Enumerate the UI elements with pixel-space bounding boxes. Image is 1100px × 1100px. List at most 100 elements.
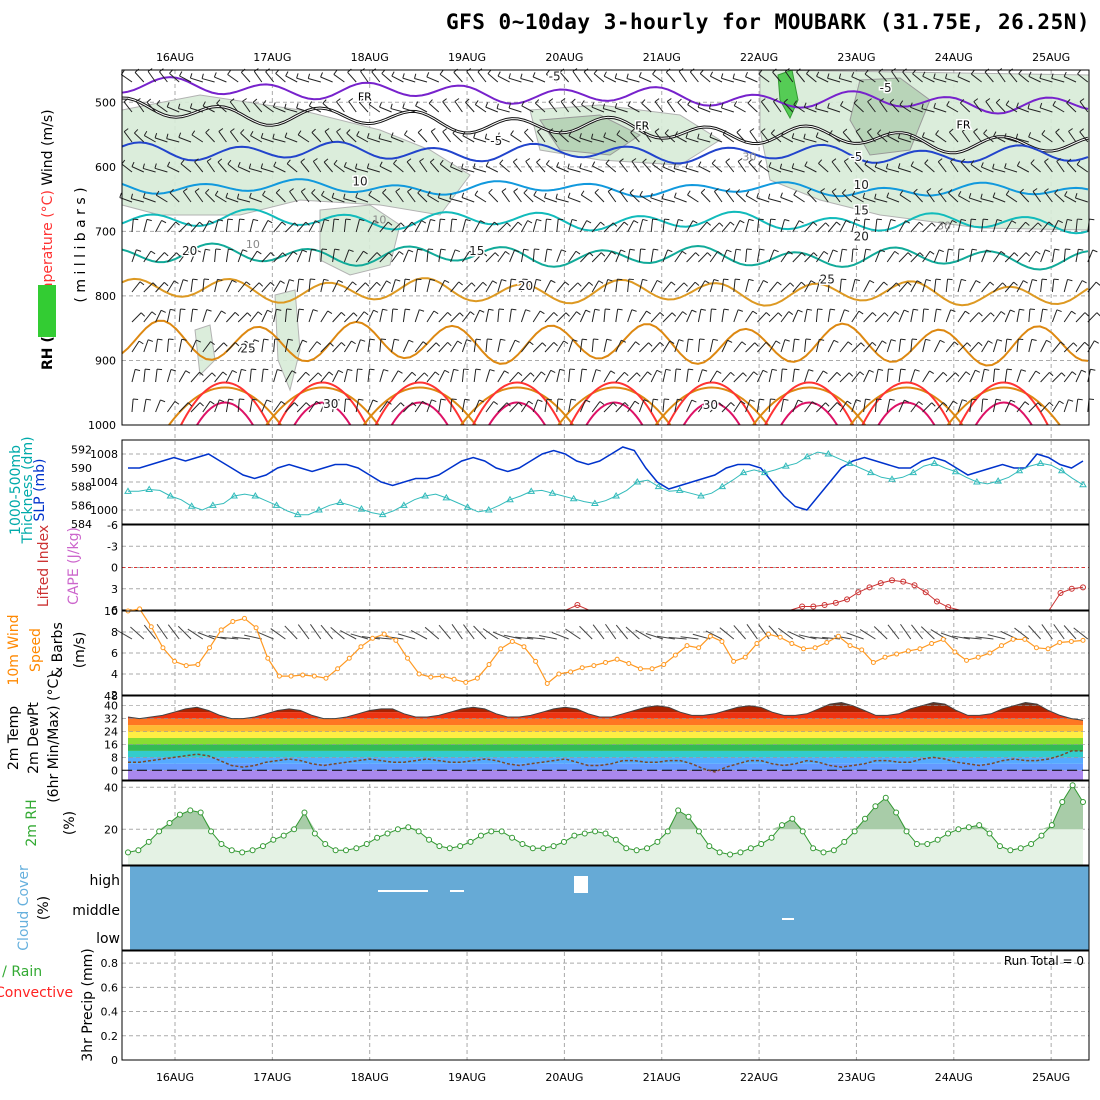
wind-barb xyxy=(393,163,404,173)
wind-barb-flag xyxy=(142,192,146,198)
wind-barb-flag xyxy=(748,218,754,222)
wind-barb xyxy=(867,131,876,143)
wind-barb-flag xyxy=(237,161,241,167)
wind-barb-flag xyxy=(395,279,401,282)
ylabel-part: 10m Wind xyxy=(6,614,22,685)
wind-barb-flag xyxy=(726,249,732,253)
wind-barb xyxy=(343,198,357,203)
wind-barb-flag xyxy=(368,100,373,105)
wind-barb-flag xyxy=(591,102,595,108)
wind-barb-flag xyxy=(213,72,217,78)
wind-barb xyxy=(910,252,921,263)
wind-barb xyxy=(178,370,187,383)
rh2m-marker xyxy=(955,826,962,833)
wind-barb xyxy=(261,310,268,323)
wind-barb-flag xyxy=(305,221,310,226)
wind-barb-flag xyxy=(737,158,743,162)
thickness-marker xyxy=(739,468,748,476)
wind-barb-flag xyxy=(353,312,358,317)
wind-barb-flag xyxy=(239,218,245,221)
wind-barb xyxy=(131,369,136,383)
wind-barb xyxy=(674,399,678,413)
wind-barb xyxy=(156,103,168,113)
wind-barb xyxy=(981,369,985,383)
wind-barb xyxy=(1075,312,1086,323)
wind-barb-flag xyxy=(712,338,718,341)
wind-barb xyxy=(579,137,593,143)
wind-barb-flag xyxy=(1053,278,1059,281)
wind10-marker xyxy=(929,641,935,647)
wind-barb xyxy=(745,249,748,263)
wind-barb xyxy=(650,312,661,323)
wind-barb xyxy=(426,219,431,233)
wind-barb-flag xyxy=(1019,188,1024,193)
wind-barb xyxy=(426,371,436,383)
y-tick-label: 10 xyxy=(104,605,118,618)
wind-barb-flag xyxy=(1090,368,1096,371)
wind-barb xyxy=(190,221,200,233)
y-tick-label: 0 xyxy=(111,764,118,777)
wind-barb xyxy=(839,279,842,293)
wind-barb-flag xyxy=(208,220,214,224)
wind-barb xyxy=(1040,221,1050,233)
wind-barb-flag xyxy=(1042,308,1048,311)
wind-barb xyxy=(685,137,699,143)
thickness-marker xyxy=(866,468,875,476)
wind-barb-flag xyxy=(984,368,990,371)
wind-barb-flag xyxy=(818,159,823,164)
wind-barb xyxy=(544,280,552,293)
wind-barb-flag xyxy=(960,158,966,163)
wind-barb xyxy=(391,75,404,83)
rh2m-marker xyxy=(830,847,837,854)
wind-barb xyxy=(981,340,989,353)
wind-barb-flag xyxy=(770,129,775,134)
wind-barb xyxy=(320,76,333,83)
wind-barb xyxy=(721,402,732,413)
bottom-date-label: 19AUG xyxy=(448,1071,486,1084)
wind-barb xyxy=(898,399,905,413)
wind-barb xyxy=(898,167,911,173)
wind-barb-flag xyxy=(987,340,993,344)
wind-barb-flag xyxy=(453,368,459,371)
wind-barb xyxy=(1028,136,1041,143)
wind-barb-flag xyxy=(1071,371,1077,376)
wind-barb xyxy=(320,310,329,323)
wind-barb xyxy=(414,249,419,263)
wind-barb xyxy=(237,219,241,233)
wind-barb xyxy=(510,134,522,143)
wind-barb xyxy=(191,134,204,143)
wind-barb-flag xyxy=(482,281,487,286)
wind-barb xyxy=(391,370,399,383)
wind-barb xyxy=(284,309,288,323)
wind-barb xyxy=(815,279,821,293)
wind-barb xyxy=(143,399,147,413)
wind-barb-flag xyxy=(907,252,912,257)
wind-barb xyxy=(1028,250,1037,263)
wind10-marker xyxy=(1010,636,1016,642)
wind-barb-flag xyxy=(1074,193,1078,199)
wind-barb-flag xyxy=(825,222,830,227)
wind-barb-flag xyxy=(931,402,936,407)
wind10-barb xyxy=(680,636,699,640)
wind-barb xyxy=(1039,107,1053,113)
wind10-barb xyxy=(746,624,758,640)
wind-barb xyxy=(698,252,708,263)
precip-frame xyxy=(121,950,1090,1061)
wind-barb-flag xyxy=(217,278,223,281)
wind-barb xyxy=(159,71,168,83)
rh2m-marker xyxy=(176,811,183,818)
wind-barb xyxy=(521,372,531,383)
wind-barb-flag xyxy=(417,128,423,133)
wind-barb xyxy=(735,192,746,203)
wind-barb-flag xyxy=(580,190,585,196)
y-tick-overlap: 48 xyxy=(104,690,118,703)
wind-barb-flag xyxy=(973,128,978,133)
wind-barb-flag xyxy=(829,278,835,281)
wind-barb xyxy=(485,280,494,293)
wind-barb xyxy=(166,309,171,323)
isotherm-label: 15 xyxy=(854,204,869,218)
wind-barb xyxy=(194,161,204,173)
wind-barb-flag xyxy=(855,128,861,132)
bottom-date-label: 25AUG xyxy=(1032,1071,1070,1084)
wind10-barb xyxy=(758,624,770,640)
